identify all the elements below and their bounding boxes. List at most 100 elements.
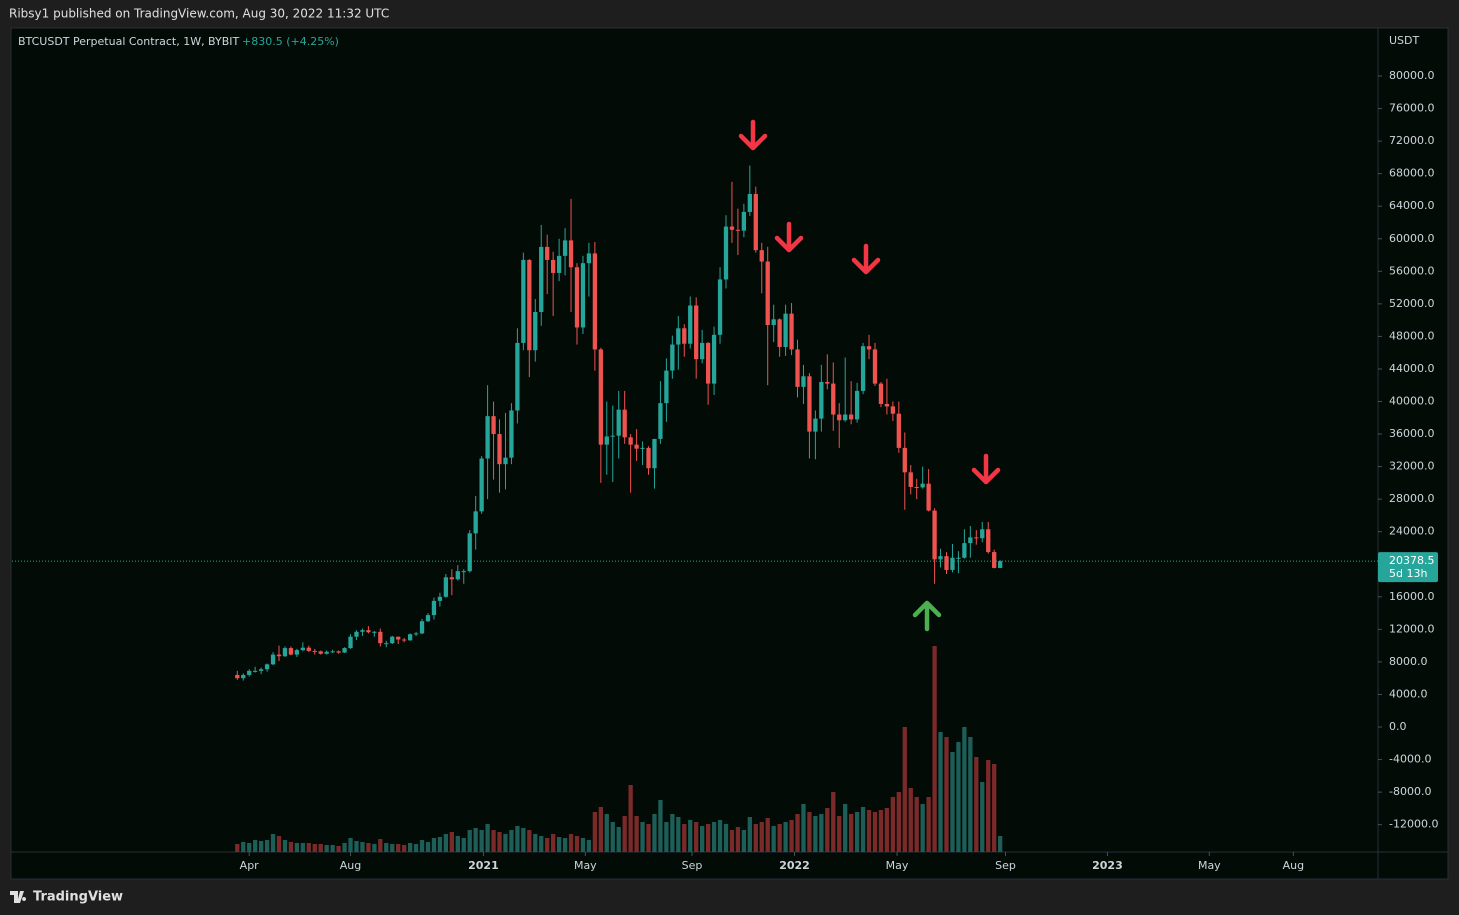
volume-bar — [366, 843, 371, 852]
candle-body — [515, 342, 520, 411]
volume-bar — [872, 812, 878, 852]
candle-body — [658, 403, 663, 439]
y-tick-label: 60000.0 — [1389, 232, 1435, 245]
candle-body — [884, 403, 890, 407]
candle-body — [968, 537, 973, 544]
volume-bar — [992, 764, 997, 852]
volume-bar — [658, 800, 663, 852]
volume-bar — [336, 846, 341, 852]
candle-body — [467, 533, 472, 572]
volume-bar — [854, 812, 860, 852]
x-tick-label: Sep — [682, 859, 703, 872]
volume-bar — [318, 844, 323, 852]
y-tick-label: 4000.0 — [1389, 687, 1428, 700]
candle-body — [407, 634, 413, 641]
y-tick-label: 0.0 — [1389, 720, 1407, 733]
volume-bar — [783, 822, 788, 852]
x-tick-label: May — [574, 859, 597, 872]
volume-bar — [574, 836, 580, 852]
volume-bar — [247, 843, 252, 852]
y-tick-label: 72000.0 — [1389, 134, 1435, 147]
candle-body — [932, 510, 937, 560]
volume-bar — [264, 840, 270, 852]
volume-bar — [258, 841, 264, 852]
candle-body — [860, 346, 866, 391]
volume-bar — [467, 830, 472, 852]
candle-body — [956, 557, 961, 559]
candle-body — [241, 674, 246, 679]
y-tick-label: -4000.0 — [1389, 753, 1431, 766]
candle-body — [503, 457, 508, 465]
x-tick-label: 2021 — [468, 859, 499, 872]
volume-bar — [950, 752, 955, 852]
candle-body — [640, 447, 645, 449]
volume-bar — [586, 840, 592, 852]
candle-body — [253, 670, 258, 672]
candle-body — [914, 486, 919, 488]
volume-bar — [789, 820, 794, 852]
volume-bar — [276, 836, 282, 852]
candle-body — [831, 383, 836, 415]
volume-bar — [497, 832, 502, 852]
candle-body — [568, 240, 574, 268]
candle-body — [580, 263, 586, 328]
candle-body — [562, 240, 568, 256]
candle-body — [997, 561, 1003, 568]
volume-bar — [354, 841, 359, 852]
volume-bar — [700, 826, 705, 852]
candle-body — [789, 313, 794, 350]
candle-body — [276, 654, 282, 657]
candle-body — [449, 577, 454, 580]
volume-bar — [747, 817, 752, 852]
candle-body — [533, 311, 538, 351]
volume-bar — [402, 845, 407, 852]
volume-bar — [980, 782, 985, 852]
candle-body — [378, 631, 383, 644]
candle-body — [324, 651, 329, 654]
volume-bar — [539, 836, 544, 852]
x-tick-label: Sep — [995, 859, 1016, 872]
candle-body — [527, 259, 532, 351]
y-tick-label: 76000.0 — [1389, 102, 1435, 115]
candle-body — [664, 370, 669, 404]
y-tick-label: -12000.0 — [1389, 818, 1438, 831]
x-tick-label: 2023 — [1092, 859, 1123, 872]
candle-body — [735, 229, 741, 231]
candle-body — [419, 621, 425, 634]
x-tick-label: 2022 — [779, 859, 810, 872]
candle-body — [729, 226, 735, 230]
y-tick-label: 36000.0 — [1389, 427, 1435, 440]
volume-bar — [241, 842, 246, 852]
candle-body — [849, 414, 854, 420]
volume-bar — [831, 792, 836, 852]
candle-body — [825, 381, 830, 384]
volume-bar — [342, 843, 347, 852]
volume-bar — [449, 832, 454, 852]
down-arrow — [851, 243, 881, 275]
candle-body — [646, 447, 651, 469]
volume-bar — [705, 824, 711, 852]
volume-bar — [884, 808, 890, 852]
volume-bar — [419, 840, 425, 852]
volume-bar — [604, 814, 609, 852]
volume-bar — [997, 836, 1003, 852]
volume-bar — [521, 828, 526, 852]
volume-bar — [485, 824, 490, 852]
volume-bar — [425, 842, 431, 852]
candle-body — [396, 636, 401, 640]
volume-bar — [551, 834, 556, 852]
candle-body — [974, 537, 979, 539]
volume-bar — [920, 804, 925, 852]
last-price-label: 20378.5 — [1389, 554, 1435, 567]
candle-body — [711, 334, 717, 384]
volume-bar — [372, 844, 377, 852]
volume-bar — [837, 816, 842, 852]
volume-bar — [974, 757, 979, 852]
volume-bar — [896, 792, 901, 852]
candle-body — [950, 557, 955, 570]
volume-bar — [795, 814, 800, 852]
volume-bar — [735, 827, 741, 852]
candle-body — [926, 483, 931, 511]
